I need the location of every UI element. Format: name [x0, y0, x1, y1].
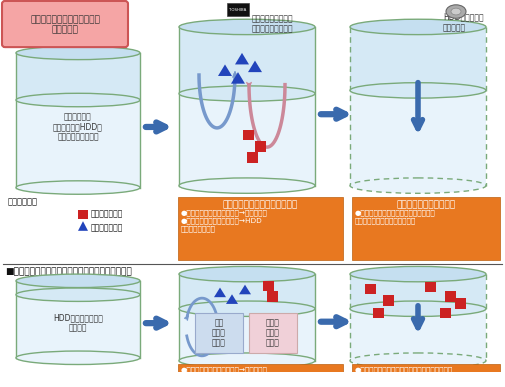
- Text: ティアリングオプティマイザー: ティアリングオプティマイザー: [223, 200, 298, 209]
- FancyBboxPatch shape: [2, 1, 128, 47]
- Polygon shape: [350, 91, 486, 186]
- Bar: [440, 308, 451, 319]
- Bar: [455, 298, 466, 309]
- Polygon shape: [231, 72, 245, 84]
- Text: HDDの比率を高めに
割り当て: HDDの比率を高めに 割り当て: [53, 313, 103, 333]
- Polygon shape: [16, 53, 140, 100]
- Bar: [227, 3, 249, 16]
- Ellipse shape: [16, 46, 140, 60]
- Text: 低負荷ブロック: 低負荷ブロック: [91, 223, 123, 232]
- Ellipse shape: [350, 353, 486, 368]
- Polygon shape: [78, 221, 88, 231]
- Bar: [445, 291, 456, 302]
- Ellipse shape: [350, 19, 486, 34]
- Polygon shape: [179, 309, 315, 361]
- Bar: [78, 210, 88, 219]
- Polygon shape: [214, 288, 226, 297]
- Polygon shape: [235, 53, 249, 65]
- Bar: [247, 152, 258, 163]
- Ellipse shape: [179, 353, 315, 368]
- Ellipse shape: [16, 181, 140, 194]
- Ellipse shape: [446, 5, 466, 18]
- Bar: [365, 284, 376, 294]
- Ellipse shape: [350, 178, 486, 194]
- Text: えた場合、フラッシュの比率を高めることで性能を: えた場合、フラッシュの比率を高めることで性能を: [355, 375, 456, 381]
- Text: に自動的に移動: に自動的に移動: [181, 382, 212, 387]
- Ellipse shape: [350, 266, 486, 282]
- Bar: [263, 281, 274, 291]
- Text: に自動的に再配置: に自動的に再配置: [181, 225, 216, 232]
- Polygon shape: [16, 100, 140, 188]
- FancyBboxPatch shape: [178, 363, 343, 387]
- Ellipse shape: [16, 274, 140, 288]
- Text: 高負荷ブロック: 高負荷ブロック: [91, 210, 123, 219]
- Polygon shape: [218, 65, 232, 76]
- Text: 古い
メール
データ: 古い メール データ: [212, 318, 226, 348]
- Text: TOSHIBA: TOSHIBA: [229, 8, 246, 12]
- Text: HDDで構成され
ている領域: HDDで構成され ている領域: [443, 12, 484, 32]
- Polygon shape: [350, 27, 486, 91]
- Polygon shape: [226, 294, 238, 304]
- FancyBboxPatch shape: [195, 313, 243, 353]
- Polygon shape: [350, 309, 486, 361]
- Polygon shape: [179, 94, 315, 186]
- Polygon shape: [248, 61, 262, 72]
- Text: ●アプリケーションの特性変化に応じて: ●アプリケーションの特性変化に応じて: [355, 209, 436, 216]
- FancyBboxPatch shape: [352, 363, 500, 387]
- Ellipse shape: [179, 178, 315, 194]
- FancyBboxPatch shape: [249, 313, 297, 353]
- Bar: [255, 141, 266, 152]
- Polygon shape: [16, 281, 140, 295]
- Polygon shape: [179, 274, 315, 309]
- Bar: [243, 130, 254, 140]
- Ellipse shape: [350, 301, 486, 317]
- Text: 改善: 改善: [355, 382, 364, 387]
- Ellipse shape: [16, 351, 140, 365]
- Bar: [425, 282, 436, 292]
- Text: ■例　メールシステムで利用するストレージの場合: ■例 メールシステムで利用するストレージの場合: [5, 267, 132, 276]
- Ellipse shape: [179, 266, 315, 282]
- Text: ハイブリッドマネージャ: ハイブリッドマネージャ: [396, 200, 456, 209]
- Text: 運用中も動的に比率を変更可能: 運用中も動的に比率を変更可能: [355, 217, 416, 224]
- Text: 利用開始時に
フラッシュとHDDの
使用比率を割り当て: 利用開始時に フラッシュとHDDの 使用比率を割り当て: [53, 112, 103, 142]
- Ellipse shape: [16, 288, 140, 301]
- Polygon shape: [239, 285, 251, 294]
- Text: 論理ディスク: 論理ディスク: [8, 197, 38, 206]
- Polygon shape: [179, 27, 315, 94]
- Ellipse shape: [179, 19, 315, 34]
- Text: ●すぐに読み出したいメールデータのサイズが増: ●すぐに読み出したいメールデータのサイズが増: [355, 366, 453, 373]
- Polygon shape: [350, 274, 486, 309]
- Text: フラッシュアレイで
構成されている領域: フラッシュアレイで 構成されている領域: [252, 14, 293, 34]
- Bar: [267, 291, 278, 302]
- Text: ●アクセス頻度の低いデータ→HDD: ●アクセス頻度の低いデータ→HDD: [181, 217, 263, 224]
- Text: ●アクセス頻度の高いデータ→フラッシュ: ●アクセス頻度の高いデータ→フラッシュ: [181, 209, 268, 216]
- Ellipse shape: [16, 93, 140, 107]
- FancyBboxPatch shape: [178, 197, 343, 260]
- Ellipse shape: [179, 301, 315, 317]
- Text: ●古いメールデータ→HDD: ●古いメールデータ→HDD: [181, 375, 245, 381]
- Text: 新しい
メール
データ: 新しい メール データ: [266, 318, 280, 348]
- Text: アプリケーションが利用する
ストレージ: アプリケーションが利用する ストレージ: [30, 15, 100, 35]
- Text: ●よく読まれるメールデータ→フラッシュ: ●よく読まれるメールデータ→フラッシュ: [181, 366, 268, 373]
- Ellipse shape: [350, 83, 486, 98]
- Ellipse shape: [179, 86, 315, 101]
- Bar: [383, 295, 394, 306]
- Bar: [373, 308, 384, 319]
- Polygon shape: [16, 295, 140, 358]
- FancyBboxPatch shape: [352, 197, 500, 260]
- Ellipse shape: [451, 8, 461, 15]
